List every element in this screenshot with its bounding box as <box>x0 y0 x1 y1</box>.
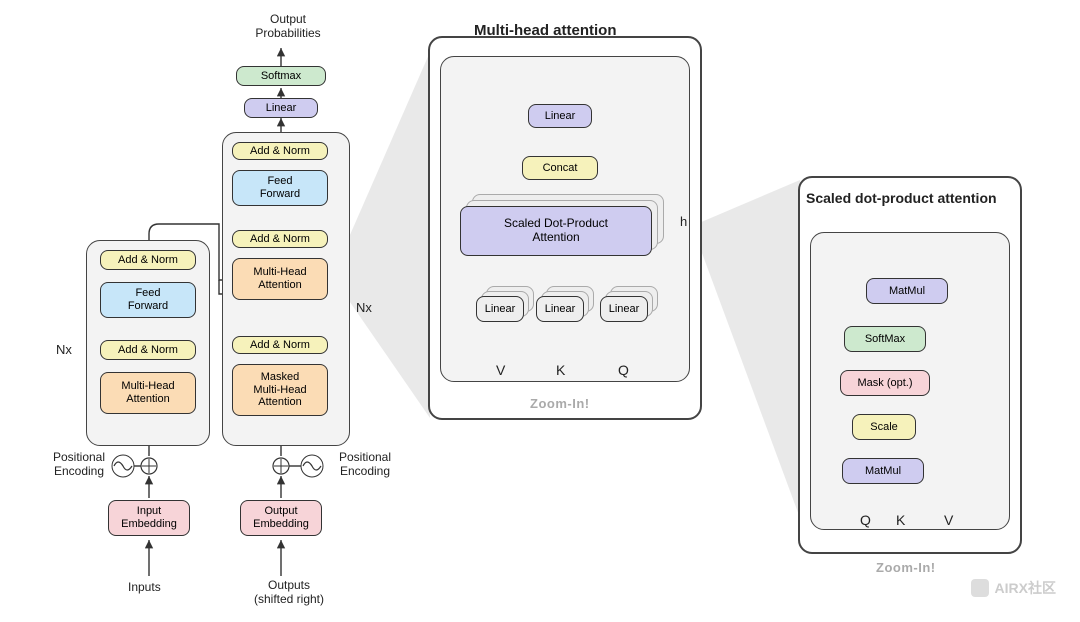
mha-sdpa: Scaled Dot-Product Attention <box>460 206 652 256</box>
encoder-nx: Nx <box>56 342 72 357</box>
enc-addnorm-top: Add & Norm <box>100 250 196 270</box>
enc-mha: Multi-Head Attention <box>100 372 196 414</box>
dec-addnorm-1: Add & Norm <box>232 336 328 354</box>
mha-h: h <box>680 214 687 229</box>
mha-v: V <box>496 362 505 378</box>
dec-ff: Feed Forward <box>232 170 328 206</box>
sdpa-title: Scaled dot-product attention <box>806 190 997 206</box>
sdpa-matmul-out: MatMul <box>866 278 948 304</box>
sdpa-v: V <box>944 512 953 528</box>
dec-posenc-label: Positional Encoding <box>330 450 400 478</box>
dec-output-probs: Output Probabilities <box>248 12 328 40</box>
dec-output-emb: Output Embedding <box>240 500 322 536</box>
dec-addnorm-3: Add & Norm <box>232 142 328 160</box>
watermark-icon <box>971 579 989 597</box>
mha-k: K <box>556 362 565 378</box>
dec-mha: Multi-Head Attention <box>232 258 328 300</box>
dec-masked-mha: Masked Multi-Head Attention <box>232 364 328 416</box>
sdpa-zoom: Zoom-In! <box>876 560 936 575</box>
watermark: AIRX社区 <box>971 578 1056 598</box>
watermark-text: AIRX社区 <box>995 578 1056 598</box>
mha-linear-k: Linear <box>536 296 584 322</box>
mha-linear-v: Linear <box>476 296 524 322</box>
enc-inputs-label: Inputs <box>128 580 161 594</box>
mha-linear-out: Linear <box>528 104 592 128</box>
enc-ff: Feed Forward <box>100 282 196 318</box>
sdpa-mask: Mask (opt.) <box>840 370 930 396</box>
mha-zoom: Zoom-In! <box>530 396 590 411</box>
mha-linear-q: Linear <box>600 296 648 322</box>
dec-addnorm-2: Add & Norm <box>232 230 328 248</box>
enc-input-emb: Input Embedding <box>108 500 190 536</box>
mha-title: Multi-head attention <box>474 22 617 39</box>
sdpa-softmax: SoftMax <box>844 326 926 352</box>
dec-linear: Linear <box>244 98 318 118</box>
sdpa-k: K <box>896 512 905 528</box>
decoder-nx: Nx <box>356 300 372 315</box>
sdpa-scale: Scale <box>852 414 916 440</box>
dec-outputs-label: Outputs (shifted right) <box>244 578 334 606</box>
mha-concat: Concat <box>522 156 598 180</box>
enc-posenc-label: Positional Encoding <box>44 450 114 478</box>
dec-softmax: Softmax <box>236 66 326 86</box>
sdpa-matmul-in: MatMul <box>842 458 924 484</box>
sdpa-q: Q <box>860 512 871 528</box>
mha-q: Q <box>618 362 629 378</box>
enc-addnorm-bot: Add & Norm <box>100 340 196 360</box>
